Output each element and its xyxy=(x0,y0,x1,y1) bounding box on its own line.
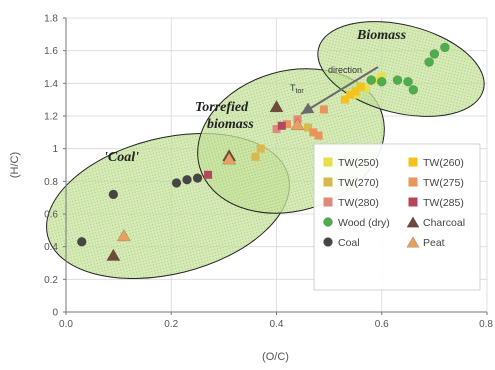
y-tick-label: 1 xyxy=(52,144,58,155)
data-point xyxy=(290,117,305,131)
y-tick-label: 1.2 xyxy=(44,112,58,123)
data-point xyxy=(346,90,355,99)
data-point xyxy=(366,75,376,85)
tor-direction-annotation: Ttor direction xyxy=(290,65,379,115)
y-tick-label: 1.6 xyxy=(44,46,58,57)
tor-arrow xyxy=(300,66,379,115)
y-axis-title: (H/C) xyxy=(9,152,21,178)
data-points xyxy=(77,42,450,261)
data-point xyxy=(116,229,131,242)
data-point xyxy=(351,87,360,96)
legend-label: TW(260) xyxy=(423,157,464,169)
x-tick-label: 0.0 xyxy=(59,319,73,330)
legend: TW(250) TW(260) TW(270) TW(275) TW(280) TW(28… xyxy=(313,143,481,291)
data-point xyxy=(309,128,318,137)
data-point xyxy=(222,152,237,165)
data-point xyxy=(392,75,403,85)
data-point xyxy=(283,120,292,129)
data-point xyxy=(277,121,286,130)
legend-label: TW(275) xyxy=(423,177,464,189)
x-tick-label: 0.6 xyxy=(375,319,389,330)
y-tick-label: 1.4 xyxy=(44,79,58,90)
data-point xyxy=(440,42,450,53)
legend-marker xyxy=(323,177,333,187)
legend-marker xyxy=(323,157,333,167)
region-label-coal: 'Coal' xyxy=(104,150,139,165)
region-label-torrefied-line2: biomass xyxy=(207,117,254,132)
data-point xyxy=(424,57,434,67)
y-tick-label: 0.4 xyxy=(44,242,58,253)
legend-label: TW(280) xyxy=(338,197,379,209)
y-tick-label: 0.6 xyxy=(44,210,58,221)
legend-label: Wood (dry) xyxy=(338,217,390,229)
tor-main: T xyxy=(290,83,296,93)
legend-marker xyxy=(408,157,418,167)
y-tick-label: 0.2 xyxy=(44,275,58,286)
region-labels: 'Coal' Torrefied biomass Biomass xyxy=(104,28,407,165)
legend-marker xyxy=(406,216,420,228)
data-point xyxy=(269,100,284,113)
x-tick-label: 0.8 xyxy=(479,319,493,330)
data-point xyxy=(361,84,370,93)
legend-label: Coal xyxy=(338,237,360,249)
legend-marker xyxy=(323,197,333,207)
y-tick-label: 0.8 xyxy=(44,177,58,188)
legend-box xyxy=(313,143,481,291)
y-tick-label: 0 xyxy=(52,308,58,319)
data-point xyxy=(204,170,213,179)
x-tick-label: 0.4 xyxy=(270,319,284,330)
legend-marker xyxy=(323,217,333,227)
data-point xyxy=(272,125,281,134)
legend-label: TW(270) xyxy=(338,177,379,189)
legend-label: TW(285) xyxy=(423,197,464,209)
legend-marker xyxy=(408,177,418,187)
legend-label: Peat xyxy=(423,237,445,249)
data-point xyxy=(77,237,87,247)
data-point xyxy=(429,49,440,59)
data-point xyxy=(377,72,386,81)
y-tick-label: 1.8 xyxy=(44,14,58,25)
axes: 0 0.2 0.4 0.6 0.8 1 1.2 1.4 1.6 1.8 0.0 0.2 0.4 0.6 0.… xyxy=(9,14,493,364)
data-point xyxy=(192,173,203,183)
data-point xyxy=(377,76,387,87)
region-label-torrefied-line1: Torrefied xyxy=(195,100,249,115)
data-point xyxy=(251,152,260,161)
tor-sub: tor xyxy=(296,88,305,95)
x-axis-title: (O/C) xyxy=(262,351,289,363)
data-point xyxy=(171,178,182,188)
legend-marker xyxy=(406,236,420,248)
legend-marker xyxy=(408,197,418,207)
legend-label: Charcoal xyxy=(423,217,465,229)
region-label-biomass: Biomass xyxy=(356,28,407,43)
data-point xyxy=(408,85,419,95)
data-point xyxy=(372,76,381,85)
data-point xyxy=(356,82,365,91)
data-point xyxy=(108,189,119,200)
legend-marker xyxy=(323,237,333,247)
data-point xyxy=(106,248,121,261)
direction-label: direction xyxy=(328,65,362,75)
data-point xyxy=(319,105,328,114)
data-point xyxy=(304,123,313,132)
data-point xyxy=(314,131,323,140)
data-point xyxy=(340,95,349,104)
data-point xyxy=(256,144,265,153)
data-point xyxy=(403,76,413,87)
tor-label: Ttor xyxy=(290,83,304,95)
data-point xyxy=(182,174,192,185)
x-tick-label: 0.2 xyxy=(164,319,178,330)
legend-label: TW(250) xyxy=(338,157,379,169)
